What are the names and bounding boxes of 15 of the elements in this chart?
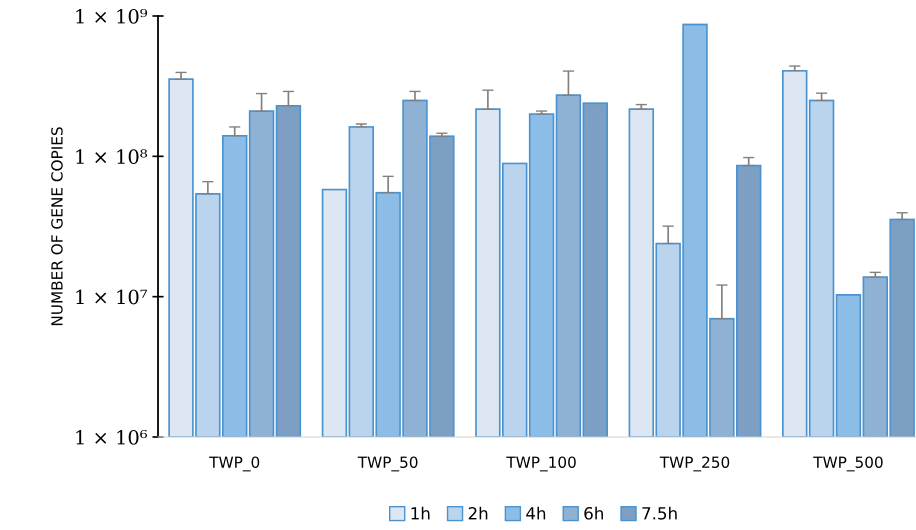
x-tick-label: TWP_250	[660, 456, 730, 472]
x-tick-label: TWP_50	[358, 456, 418, 472]
legend-label: 7.5h	[642, 506, 677, 520]
y-tick-label: 1 × 10⁸	[76, 149, 148, 164]
y-tick-label: 1 × 10⁹	[76, 8, 148, 24]
legend-label: 4h	[526, 506, 546, 520]
x-tick-label: TWP_0	[209, 456, 260, 472]
y-axis-title: NUMBER OF GENE COPIES	[51, 127, 63, 326]
y-tick-label: 1 × 10⁷	[76, 290, 148, 304]
x-tick-label: TWP_100	[506, 456, 576, 472]
y-tick-label: 1 × 10⁶	[76, 430, 148, 445]
x-tick-label: TWP_500	[813, 456, 883, 472]
legend-label: 6h	[584, 506, 603, 520]
legend-label: 2h	[468, 506, 488, 520]
legend-label: 1h	[412, 506, 430, 520]
